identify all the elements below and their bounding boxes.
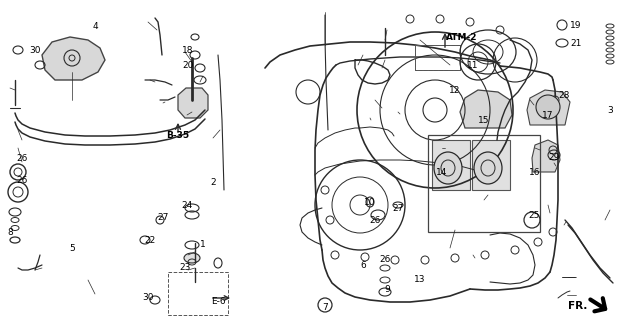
Text: 23: 23	[179, 263, 191, 273]
Polygon shape	[527, 90, 570, 125]
Text: 12: 12	[450, 85, 461, 94]
Text: 11: 11	[467, 60, 479, 69]
Text: 19: 19	[570, 20, 582, 29]
Text: 16: 16	[529, 167, 540, 177]
Text: 15: 15	[478, 116, 490, 124]
Text: 10: 10	[364, 197, 376, 206]
Text: 3: 3	[607, 106, 613, 115]
Text: 26: 26	[16, 154, 28, 163]
Text: 18: 18	[182, 45, 194, 54]
Polygon shape	[460, 90, 512, 128]
Text: 22: 22	[144, 236, 155, 244]
Text: 30: 30	[142, 293, 154, 302]
Text: 6: 6	[360, 260, 366, 269]
Text: 26: 26	[16, 175, 28, 185]
Polygon shape	[472, 140, 510, 190]
Text: 21: 21	[571, 38, 582, 47]
Text: 30: 30	[29, 45, 41, 54]
Bar	[168, 272, 228, 315]
Text: 25: 25	[529, 211, 540, 220]
Ellipse shape	[434, 152, 462, 184]
Text: 27: 27	[157, 212, 169, 221]
Text: 5: 5	[69, 244, 75, 252]
Text: ATM-2: ATM-2	[446, 33, 478, 42]
Ellipse shape	[536, 95, 560, 119]
Text: 8: 8	[7, 228, 13, 236]
Text: 2: 2	[210, 178, 216, 187]
Text: 14: 14	[436, 167, 448, 177]
Polygon shape	[178, 88, 208, 118]
Text: B-35: B-35	[166, 131, 189, 140]
Text: 26: 26	[379, 255, 391, 265]
Text: FR.: FR.	[568, 301, 587, 311]
Text: 9: 9	[384, 285, 390, 294]
Polygon shape	[42, 37, 105, 80]
Text: 4: 4	[92, 21, 98, 30]
Ellipse shape	[184, 253, 200, 263]
Text: 13: 13	[414, 276, 426, 284]
Text: 29: 29	[549, 153, 560, 162]
Text: 24: 24	[181, 201, 192, 210]
Text: 17: 17	[542, 110, 554, 119]
Text: E-6: E-6	[211, 297, 225, 306]
Bar	[415, 45, 460, 70]
Ellipse shape	[474, 152, 502, 184]
Text: 7: 7	[322, 303, 328, 313]
Text: 28: 28	[558, 91, 570, 100]
Text: 27: 27	[393, 204, 404, 212]
Polygon shape	[532, 140, 560, 172]
Polygon shape	[432, 140, 470, 190]
Text: 20: 20	[182, 60, 194, 69]
Text: 1: 1	[200, 239, 206, 249]
Text: 26: 26	[369, 215, 381, 225]
